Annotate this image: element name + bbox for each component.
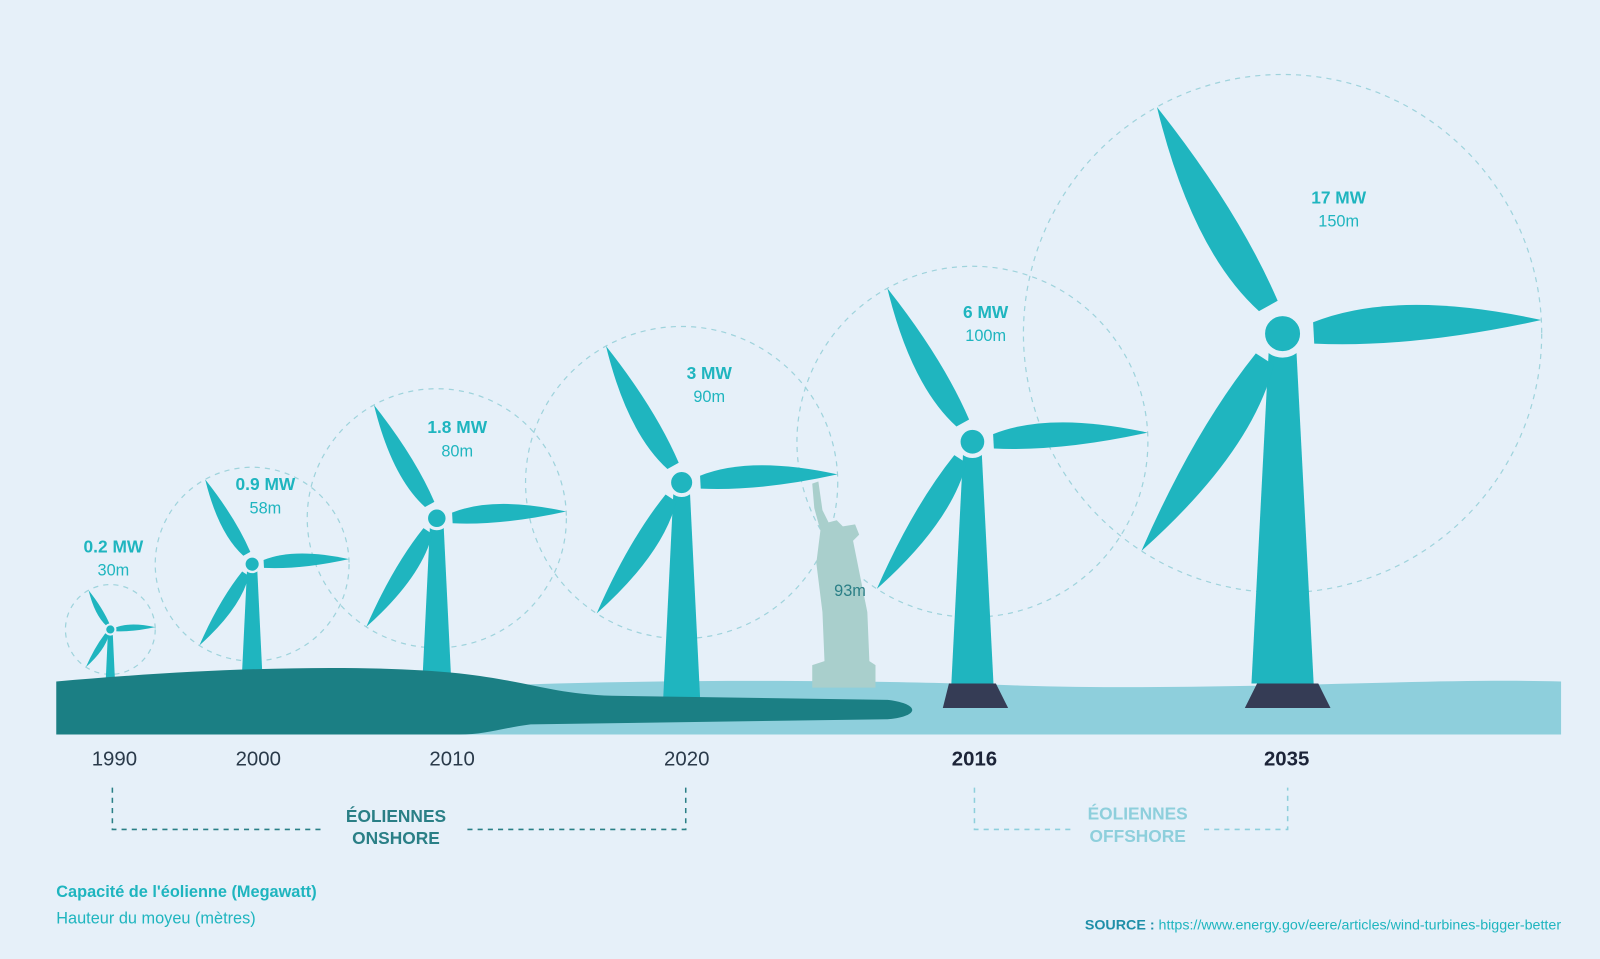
tower: [421, 518, 453, 704]
capacity-label: 6 MW: [963, 302, 1009, 322]
capacity-label: 0.9 MW: [236, 474, 296, 494]
rotor-circle: [154, 466, 350, 662]
land: [56, 667, 913, 735]
hub: [956, 425, 989, 458]
foundation: [942, 683, 1009, 709]
foundation: [1244, 683, 1331, 709]
capacity-label: 1.8 MW: [427, 417, 487, 437]
hub: [424, 506, 449, 531]
hub: [243, 555, 262, 574]
year-label: 2020: [664, 748, 709, 770]
blade: [115, 624, 156, 632]
source: SOURCE : https://www.energy.gov/eere/art…: [1085, 917, 1561, 933]
blade: [88, 590, 110, 626]
year-label: 2016: [952, 748, 997, 770]
hub: [667, 468, 697, 497]
height-label: 80m: [441, 442, 473, 460]
height-label: 30m: [98, 562, 130, 580]
blade: [85, 632, 109, 668]
capacity-label: 3 MW: [687, 363, 733, 383]
legend-capacity: Capacité de l'éolienne (Megawatt): [56, 883, 316, 901]
capacity-label: 0.2 MW: [84, 536, 144, 556]
height-label: 100m: [965, 327, 1006, 345]
hub: [1258, 309, 1307, 358]
group-label: ÉOLIENNES: [1088, 804, 1188, 824]
blade: [1313, 304, 1542, 345]
blade: [1156, 106, 1278, 312]
legend-height: Hauteur du moyeu (mètres): [56, 910, 255, 928]
blade: [366, 528, 433, 627]
blade: [700, 465, 838, 489]
blade: [373, 404, 435, 508]
blade: [605, 346, 679, 470]
blade: [596, 494, 677, 614]
statue-body: [812, 481, 876, 688]
onshore-bracket: [111, 787, 687, 831]
group-label: ONSHORE: [352, 828, 440, 848]
tower: [662, 482, 701, 704]
tower: [240, 564, 264, 704]
tower: [1251, 333, 1314, 684]
year-label: 1990: [92, 748, 137, 770]
blade: [876, 455, 967, 589]
blade: [199, 571, 249, 646]
year-label: 2035: [1264, 748, 1309, 770]
source-label: SOURCE :: [1085, 917, 1155, 933]
blade: [1141, 353, 1274, 551]
group-label: OFFSHORE: [1090, 826, 1186, 846]
group-label: ÉOLIENNES: [346, 806, 446, 826]
height-label: 58m: [250, 499, 282, 517]
height-label: 90m: [693, 388, 725, 406]
capacity-label: 17 MW: [1311, 188, 1367, 208]
year-label: 2010: [429, 748, 474, 770]
blade: [205, 479, 251, 556]
blade: [993, 422, 1148, 449]
offshore-bracket: [973, 787, 1289, 831]
year-label: 2000: [236, 748, 281, 770]
rotor-circle: [1022, 73, 1543, 594]
hub: [104, 623, 117, 636]
rotor-circle: [64, 583, 156, 675]
blade: [887, 288, 970, 427]
statue-of-liberty: [812, 481, 876, 688]
source-url: https://www.energy.gov/eere/articles/win…: [1159, 917, 1562, 933]
blade: [263, 553, 349, 569]
height-label: 150m: [1318, 213, 1359, 231]
statue-height: 93m: [834, 582, 866, 600]
tower: [951, 441, 994, 684]
blade: [452, 503, 567, 524]
